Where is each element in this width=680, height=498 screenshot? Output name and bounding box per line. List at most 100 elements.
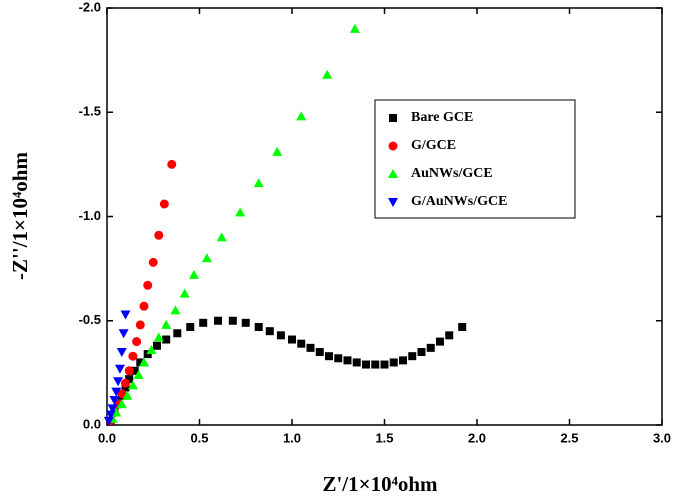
data-point bbox=[136, 358, 145, 367]
data-point bbox=[214, 316, 222, 325]
data-point bbox=[362, 360, 370, 369]
data-point bbox=[188, 269, 199, 279]
data-point bbox=[139, 301, 149, 311]
data-point bbox=[161, 319, 172, 329]
data-point bbox=[445, 331, 454, 340]
y-tick-label: 0.0 bbox=[83, 416, 101, 431]
data-point bbox=[417, 348, 426, 357]
legend-marker bbox=[388, 198, 398, 207]
data-point bbox=[113, 377, 124, 387]
data-point bbox=[349, 23, 360, 33]
x-tick-label: 1.0 bbox=[283, 430, 301, 445]
data-point bbox=[352, 358, 361, 367]
y-tick-label: -0.5 bbox=[79, 312, 101, 327]
data-point bbox=[265, 327, 274, 336]
data-point bbox=[254, 323, 263, 332]
data-point bbox=[109, 395, 120, 405]
data-point bbox=[121, 378, 130, 388]
data-point bbox=[105, 410, 116, 420]
legend-marker bbox=[388, 169, 398, 178]
legend-label: G/AuNWs/GCE bbox=[411, 194, 507, 209]
data-point bbox=[114, 364, 125, 374]
data-point bbox=[116, 348, 127, 358]
data-point bbox=[133, 369, 144, 379]
y-tick-label: -1.0 bbox=[79, 208, 101, 223]
data-point bbox=[107, 404, 118, 414]
data-point bbox=[139, 357, 149, 367]
x-tick-label: 3.0 bbox=[653, 430, 671, 445]
data-point bbox=[103, 416, 114, 426]
legend-label: G/GCE bbox=[411, 138, 456, 153]
data-point bbox=[124, 366, 134, 376]
x-tick-label: 0.0 bbox=[98, 430, 116, 445]
data-point bbox=[334, 354, 343, 363]
data-point bbox=[436, 337, 444, 346]
data-point bbox=[306, 343, 315, 352]
data-point bbox=[241, 318, 250, 327]
data-point bbox=[288, 335, 296, 344]
data-point bbox=[272, 146, 283, 156]
x-tick-label: 2.5 bbox=[560, 430, 578, 445]
data-point bbox=[116, 399, 127, 409]
y-tick-label: -2.0 bbox=[79, 0, 101, 14]
data-point bbox=[228, 316, 237, 325]
data-point bbox=[389, 358, 398, 367]
data-point bbox=[146, 344, 157, 354]
data-point bbox=[120, 310, 131, 320]
data-point bbox=[322, 69, 333, 79]
data-point bbox=[130, 366, 139, 375]
data-point bbox=[118, 329, 129, 339]
data-point bbox=[458, 323, 467, 332]
data-point bbox=[162, 335, 171, 344]
x-tick-label: 1.5 bbox=[375, 430, 393, 445]
data-point bbox=[235, 207, 246, 217]
data-point bbox=[143, 280, 153, 290]
y-tick-label: -1.5 bbox=[79, 104, 101, 119]
x-tick-label: 2.0 bbox=[468, 430, 486, 445]
data-point bbox=[371, 360, 380, 369]
data-point bbox=[159, 199, 169, 209]
data-point bbox=[408, 352, 417, 361]
data-point bbox=[128, 351, 138, 361]
data-point bbox=[343, 356, 352, 365]
data-point bbox=[179, 288, 190, 298]
x-tick-label: 0.5 bbox=[190, 430, 208, 445]
data-point bbox=[127, 380, 138, 390]
data-point bbox=[201, 253, 212, 263]
data-point bbox=[117, 389, 127, 399]
data-point bbox=[132, 337, 142, 347]
data-point bbox=[135, 320, 145, 330]
data-point bbox=[296, 111, 307, 121]
legend-label: Bare GCE bbox=[411, 110, 473, 125]
data-point bbox=[143, 350, 152, 359]
data-point bbox=[380, 360, 389, 369]
legend-label: AuNWs/GCE bbox=[411, 166, 493, 181]
data-point bbox=[199, 318, 208, 327]
y-axis-title: -Z''/1×10⁴ohm bbox=[8, 152, 32, 280]
data-point bbox=[153, 332, 164, 342]
legend-box bbox=[374, 99, 576, 219]
data-point bbox=[170, 305, 181, 315]
data-point bbox=[152, 341, 161, 350]
legend-marker bbox=[388, 141, 398, 151]
data-point bbox=[167, 159, 177, 169]
data-point bbox=[111, 407, 122, 417]
legend-marker bbox=[389, 114, 397, 122]
data-point bbox=[125, 375, 134, 384]
data-point bbox=[186, 323, 195, 332]
data-point bbox=[276, 331, 285, 340]
x-axis-title: Z'/1×10⁴ohm bbox=[322, 472, 438, 496]
data-point bbox=[315, 348, 324, 357]
data-point bbox=[173, 329, 182, 338]
data-point bbox=[399, 356, 407, 365]
data-point bbox=[426, 343, 435, 352]
data-point bbox=[111, 387, 122, 397]
data-point bbox=[148, 257, 158, 267]
data-point bbox=[253, 178, 264, 188]
data-point bbox=[154, 230, 164, 240]
data-point bbox=[325, 352, 333, 361]
data-point bbox=[297, 339, 306, 348]
data-point bbox=[122, 390, 133, 400]
data-point bbox=[216, 232, 227, 242]
